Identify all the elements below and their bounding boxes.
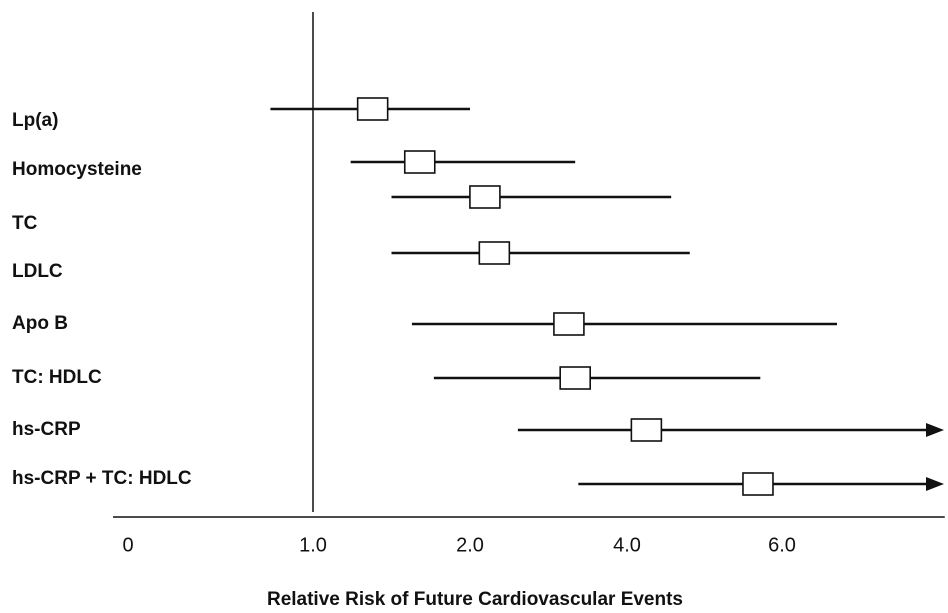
x-tick-label: 0: [122, 534, 133, 556]
x-tick-label: 4.0: [613, 534, 641, 556]
row-label: hs-CRP + TC: HDLC: [12, 468, 192, 489]
estimate-box: [478, 241, 511, 265]
x-tick-label: 2.0: [456, 534, 484, 556]
estimate-box: [742, 472, 774, 496]
row-label: Apo B: [12, 313, 68, 334]
x-tick-label: 1.0: [299, 534, 327, 556]
row-label: Lp(a): [12, 110, 58, 131]
ci-arrow: [926, 477, 944, 491]
estimate-box: [553, 312, 585, 336]
row-label: LDLC: [12, 261, 63, 282]
x-axis-title: Relative Risk of Future Cardiovascular E…: [267, 589, 683, 610]
row-label: hs-CRP: [12, 419, 81, 440]
x-tick-label: 6.0: [768, 534, 796, 556]
estimate-box: [356, 97, 389, 121]
row-label: TC: HDLC: [12, 367, 102, 388]
estimate-box: [630, 418, 663, 442]
ci-arrow: [926, 423, 944, 437]
estimate-box: [403, 150, 436, 174]
row-label: TC: [12, 213, 38, 234]
row-label: Homocysteine: [12, 159, 142, 180]
estimate-box: [559, 366, 591, 390]
estimate-box: [469, 185, 501, 209]
